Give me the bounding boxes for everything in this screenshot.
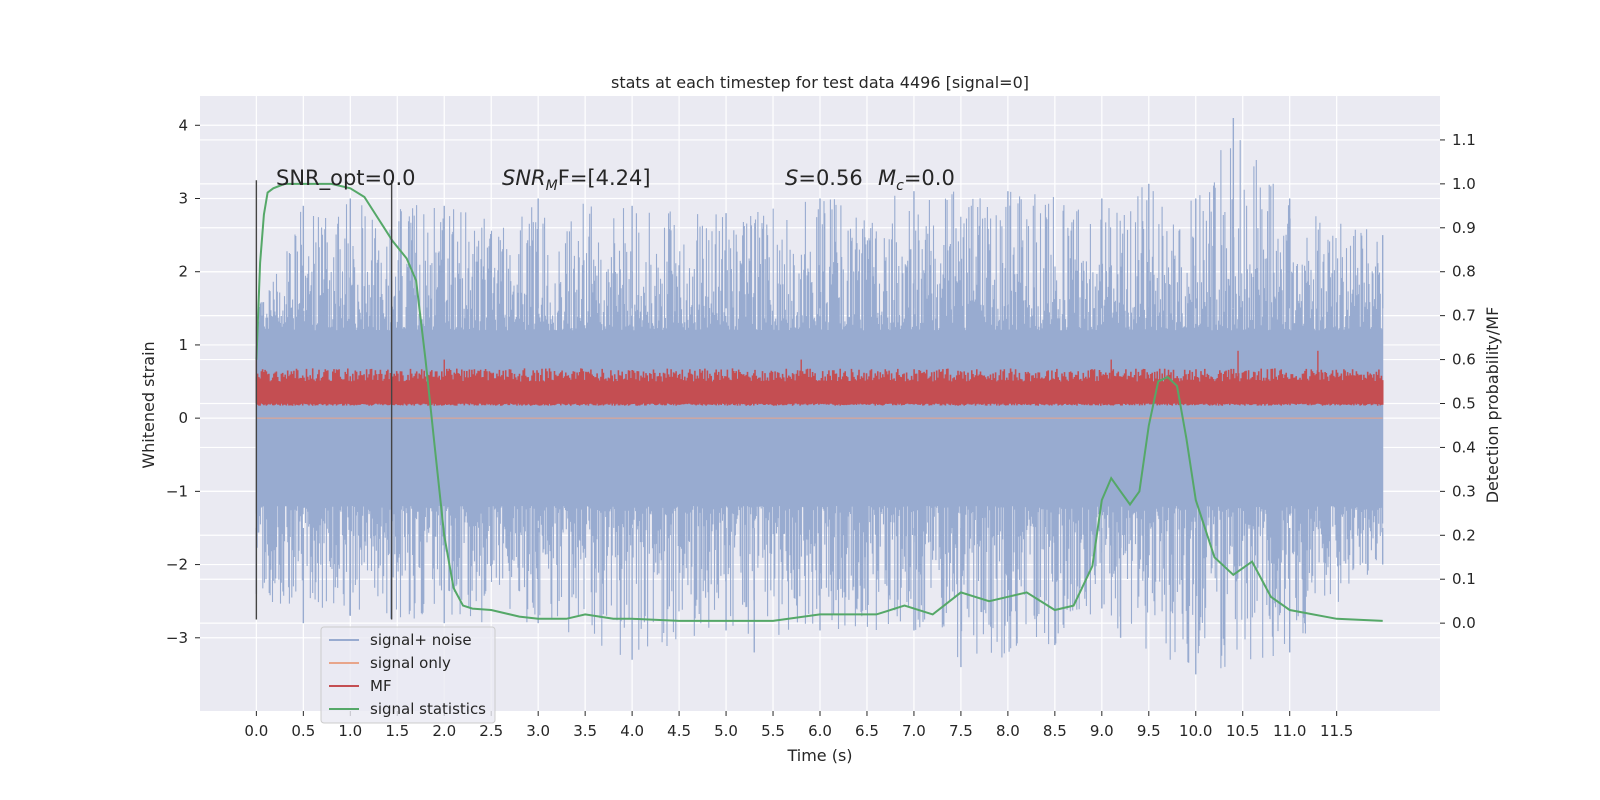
annotation-mc-sub: c: [896, 178, 904, 194]
y-left-tick-label: 3: [178, 190, 188, 208]
x-tick-label: 6.0: [808, 722, 832, 740]
x-axis-label: Time (s): [786, 746, 852, 765]
x-tick-label: 1.0: [338, 722, 362, 740]
annotation-snr-mf-prefix: SNR: [502, 166, 546, 190]
y-right-tick-label: 0.5: [1452, 395, 1476, 413]
y-right-axis-ticks: 0.0 0.1 0.2 0.3 0.4 0.5 0.6 0.7 0.8 0.9 1.0 1.1: [1440, 131, 1476, 632]
annotation-s-value: =0.56: [798, 166, 862, 190]
x-axis-ticks: 0.0 0.5 1.0 1.5 2.0 2.5 3.0 3.5 4.0 4.5 5.0 5.5 6.0 6…: [244, 711, 1353, 740]
y-right-tick-label: 0.1: [1452, 570, 1476, 588]
annotation-s-label: S: [785, 166, 798, 190]
x-tick-label: 9.5: [1137, 722, 1161, 740]
y-left-tick-label: 1: [178, 336, 188, 354]
x-tick-label: 3.0: [526, 722, 550, 740]
y-right-tick-label: 0.9: [1452, 219, 1476, 237]
y-left-tick-label: −1: [166, 482, 188, 500]
annotation-mc: Mc=0.0: [878, 166, 955, 194]
x-tick-label: 5.5: [761, 722, 785, 740]
y-left-axis-label: Whitened strain: [139, 341, 158, 468]
signal-statistics-line: [255, 182, 1383, 622]
y-right-axis-label: Detection probability/MF: [1483, 307, 1502, 504]
x-tick-label: 11.0: [1273, 722, 1306, 740]
y-right-tick-label: 0.7: [1452, 307, 1476, 325]
y-right-tick-label: 0.6: [1452, 351, 1476, 369]
y-left-tick-label: 0: [178, 409, 188, 427]
x-tick-label: 4.0: [620, 722, 644, 740]
x-tick-label: 10.5: [1226, 722, 1259, 740]
y-right-tick-label: 0.8: [1452, 263, 1476, 281]
annotation-snr-mf-sub: M: [546, 178, 558, 194]
annotation-mc-value: =0.0: [904, 166, 955, 190]
annotation-mc-label: M: [878, 166, 896, 190]
x-tick-label: 7.5: [949, 722, 973, 740]
annotation-snr-mf-suffix: F=[4.24]: [558, 166, 651, 190]
y-left-tick-label: −2: [166, 556, 188, 574]
x-tick-label: 5.0: [714, 722, 738, 740]
y-right-tick-label: 1.1: [1452, 131, 1476, 149]
x-tick-label: 2.0: [432, 722, 456, 740]
annotations: SNR_opt=0.0 SNRMF=[4.24] S=0.56 Mc=0.0: [276, 166, 955, 194]
y-right-tick-label: 0.2: [1452, 526, 1476, 544]
legend-box: [320, 626, 496, 724]
x-tick-label: 10.0: [1179, 722, 1212, 740]
x-tick-label: 6.5: [855, 722, 879, 740]
legend-label-mf: MF: [370, 677, 392, 695]
series-signal-statistics: [255, 182, 1383, 622]
x-tick-label: 8.5: [1043, 722, 1067, 740]
x-tick-label: 2.5: [479, 722, 503, 740]
y-right-tick-label: 1.0: [1452, 175, 1476, 193]
x-tick-label: 0.0: [244, 722, 268, 740]
y-right-tick-label: 0.0: [1452, 614, 1476, 632]
legend-label-signal-only: signal only: [370, 654, 451, 672]
x-tick-label: 0.5: [291, 722, 315, 740]
legend-label-signal-noise: signal+ noise: [370, 631, 472, 649]
legend: signal+ noise signal only MF signal stat…: [320, 626, 496, 724]
x-tick-label: 7.0: [902, 722, 926, 740]
x-tick-label: 4.5: [667, 722, 691, 740]
annotation-snr-opt: SNR_opt=0.0: [276, 166, 416, 191]
annotation-s: S=0.56: [785, 166, 863, 190]
chart-title: stats at each timestep for test data 449…: [611, 73, 1029, 92]
x-tick-label: 1.5: [385, 722, 409, 740]
legend-label-signal-statistics: signal statistics: [370, 700, 486, 718]
vertical-markers: [255, 180, 393, 620]
y-left-tick-label: 4: [178, 116, 188, 134]
y-right-tick-label: 0.3: [1452, 482, 1476, 500]
x-tick-label: 11.5: [1320, 722, 1353, 740]
x-tick-label: 3.5: [573, 722, 597, 740]
y-left-tick-label: −3: [166, 629, 188, 647]
y-left-tick-label: 2: [178, 263, 188, 281]
y-right-tick-label: 0.4: [1452, 438, 1476, 456]
annotation-snr-mf: SNRMF=[4.24]: [502, 166, 651, 194]
y-left-axis-ticks: −3 −2 −1 0 1 2 3 4: [166, 116, 200, 647]
x-tick-label: 9.0: [1090, 722, 1114, 740]
x-tick-label: 8.0: [996, 722, 1020, 740]
